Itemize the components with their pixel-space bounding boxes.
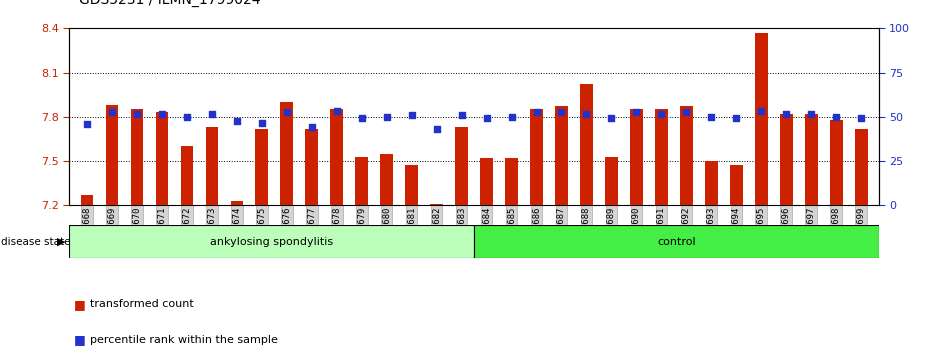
Bar bbox=[705, 161, 718, 205]
Point bbox=[105, 110, 119, 115]
Point bbox=[80, 121, 94, 127]
Text: ▶: ▶ bbox=[57, 236, 66, 247]
Point bbox=[130, 111, 144, 117]
Point bbox=[329, 108, 344, 114]
Bar bbox=[205, 127, 218, 205]
Bar bbox=[305, 129, 318, 205]
Bar bbox=[280, 102, 293, 205]
Bar bbox=[480, 158, 493, 205]
Bar bbox=[230, 201, 243, 205]
Point bbox=[829, 114, 844, 120]
Bar bbox=[730, 166, 743, 205]
Point bbox=[604, 115, 619, 121]
Bar bbox=[805, 114, 818, 205]
Point bbox=[729, 115, 744, 121]
Point bbox=[254, 120, 269, 126]
Point bbox=[479, 115, 494, 121]
Point bbox=[679, 110, 694, 115]
Point bbox=[629, 110, 644, 115]
Point bbox=[379, 114, 394, 120]
Bar bbox=[830, 120, 843, 205]
Bar bbox=[155, 113, 168, 205]
Bar bbox=[380, 154, 393, 205]
Bar bbox=[105, 105, 118, 205]
Bar bbox=[580, 84, 593, 205]
Bar bbox=[430, 204, 443, 205]
Point bbox=[229, 118, 244, 124]
Text: transformed count: transformed count bbox=[90, 299, 193, 309]
Bar bbox=[680, 107, 693, 205]
Point bbox=[204, 111, 219, 117]
Bar bbox=[455, 127, 468, 205]
Bar bbox=[130, 109, 143, 205]
Point bbox=[554, 110, 569, 115]
Bar bbox=[180, 146, 193, 205]
Bar bbox=[655, 109, 668, 205]
Point bbox=[579, 111, 594, 117]
Bar bbox=[755, 33, 768, 205]
Point bbox=[754, 108, 769, 114]
Point bbox=[429, 126, 444, 131]
Point bbox=[529, 110, 544, 115]
Point bbox=[854, 115, 869, 121]
Text: ■: ■ bbox=[74, 333, 86, 346]
Text: control: control bbox=[657, 236, 696, 247]
Text: percentile rank within the sample: percentile rank within the sample bbox=[90, 335, 278, 345]
Point bbox=[179, 114, 194, 120]
Text: ■: ■ bbox=[74, 298, 86, 311]
Text: disease state: disease state bbox=[1, 236, 70, 247]
Point bbox=[654, 111, 669, 117]
Bar bbox=[474, 225, 879, 258]
Bar bbox=[69, 225, 474, 258]
Bar bbox=[330, 109, 343, 205]
Bar bbox=[605, 156, 618, 205]
Point bbox=[404, 113, 419, 118]
Bar bbox=[780, 114, 793, 205]
Point bbox=[779, 111, 794, 117]
Point bbox=[304, 124, 319, 130]
Bar bbox=[630, 109, 643, 205]
Bar bbox=[255, 129, 268, 205]
Point bbox=[354, 115, 369, 121]
Bar bbox=[555, 107, 568, 205]
Point bbox=[154, 111, 169, 117]
Point bbox=[279, 110, 294, 115]
Bar bbox=[530, 109, 543, 205]
Bar bbox=[405, 166, 418, 205]
Bar bbox=[80, 195, 93, 205]
Text: ankylosing spondylitis: ankylosing spondylitis bbox=[210, 236, 333, 247]
Point bbox=[454, 113, 469, 118]
Bar bbox=[355, 156, 368, 205]
Text: GDS5231 / ILMN_1799024: GDS5231 / ILMN_1799024 bbox=[79, 0, 260, 7]
Bar bbox=[855, 129, 868, 205]
Point bbox=[504, 114, 519, 120]
Bar bbox=[505, 158, 518, 205]
Point bbox=[804, 111, 819, 117]
Point bbox=[704, 114, 719, 120]
